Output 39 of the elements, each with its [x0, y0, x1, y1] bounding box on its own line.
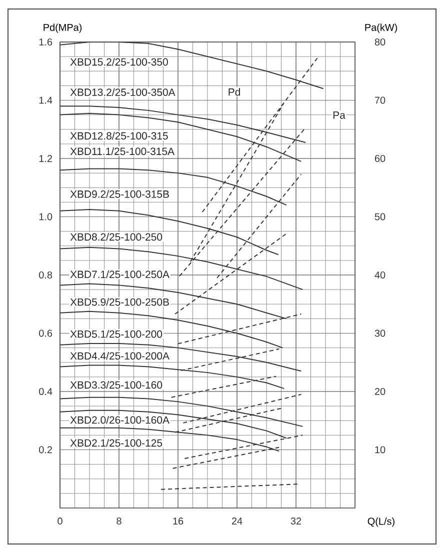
y2-tick-label: 30 [374, 330, 386, 337]
y-tick-label: 1.2 [39, 155, 52, 162]
y2-tick-label: 80 [374, 38, 386, 46]
series-label: XBD9.2/25-100-315B [70, 190, 169, 198]
x-tick-label: 16 [173, 518, 184, 525]
series-label: XBD5.9/25-100-250B [70, 298, 169, 306]
series-label: XBD15.2/25-100-350 [70, 58, 168, 66]
series-label: XBD7.1/25-100-250A [70, 270, 170, 278]
y2-tick-label: 60 [374, 154, 386, 162]
series-label: XBD11.1/25-100-315A [70, 147, 174, 156]
y2-tick-label: 50 [374, 213, 386, 220]
y-tick-label: 1.4 [39, 96, 52, 104]
y2-axis-title: Pa(kW) [365, 24, 398, 33]
x-axis-title: Q(L/s) [368, 518, 394, 527]
y-tick-label: 0.2 [39, 446, 52, 454]
annotation: Pa [333, 112, 346, 119]
x-tick-label: 32 [290, 518, 302, 525]
series-label: XBD2.0/26-100-160A [70, 416, 170, 424]
series-label: XBD3.3/25-100-160 [70, 380, 162, 389]
y-tick-label: 0.4 [39, 388, 52, 396]
series-label: XBD4.4/25-100-200A [70, 352, 170, 360]
annotation: Pd [228, 88, 240, 96]
series-label: XBD12.8/25-100-315 [70, 132, 168, 140]
y-tick-label: 0.6 [39, 330, 52, 337]
y-axis-title: Pd(MPa) [44, 24, 82, 33]
y2-tick-label: 40 [374, 271, 386, 279]
series-label: XBD5.1/25-100-200 [70, 330, 162, 338]
x-tick-label: 24 [232, 518, 242, 524]
y2-tick-label: 10 [375, 446, 386, 454]
series-label: XBD13.2/25-100-350A [70, 88, 176, 96]
x-tick-label: 8 [116, 518, 122, 525]
y-tick-label: 0.8 [39, 271, 52, 279]
y2-tick-label: 70 [374, 96, 386, 104]
y-tick-label: 1.6 [39, 38, 52, 46]
y-tick-label: 1.0 [39, 213, 52, 220]
series-label: XBD2.1/25-100-125 [70, 439, 162, 447]
y2-tick-label: 20 [374, 388, 386, 396]
x-tick-label: 0 [58, 518, 62, 525]
series-label: XBD8.2/25-100-250 [70, 232, 162, 241]
